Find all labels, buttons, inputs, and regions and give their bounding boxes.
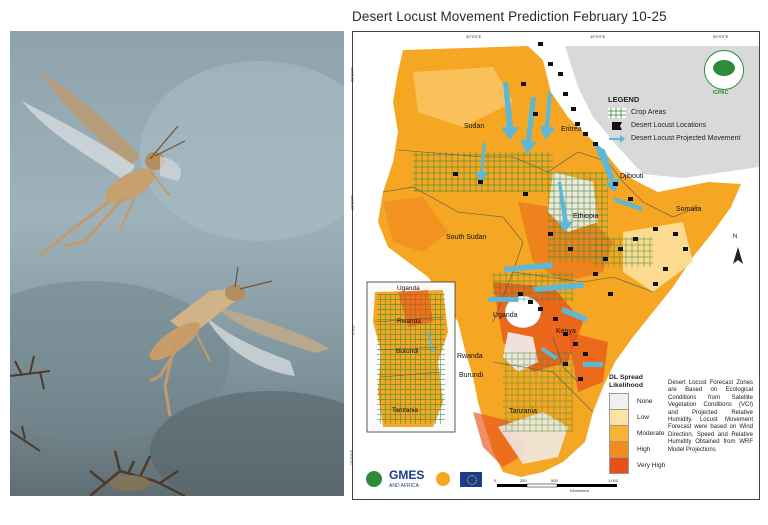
likelihood-none: None — [609, 392, 665, 410]
inset-map — [366, 281, 456, 433]
scale-1000: 1,000 — [608, 478, 619, 483]
label-somalia: Somalia — [676, 206, 702, 213]
coord-top-40e: 40°0'0"E — [590, 34, 606, 39]
coord-top-30e: 30°0'0"E — [466, 34, 482, 39]
eu-flag-icon — [460, 472, 482, 487]
desert-locust-locations — [453, 42, 688, 381]
projected-movement-arrows — [475, 82, 643, 367]
label-tanzania: Tanzania — [509, 408, 538, 415]
likelihood-high: High — [609, 440, 665, 458]
locust-2 — [149, 266, 330, 417]
label-ethiopia: Ethiopia — [573, 213, 599, 220]
gmes-logo: GMES — [389, 468, 425, 482]
scale-250: 250 — [520, 478, 527, 483]
au-logo-icon — [366, 471, 382, 487]
scale-bar — [497, 483, 617, 488]
scale-units: Kilometers — [570, 488, 589, 493]
legend-item-crop: Crop Areas — [608, 108, 741, 118]
partner-logo-icon — [436, 472, 450, 486]
icpac-label: ICPAC — [713, 90, 729, 96]
coord-left-10s: 10°0'0"S — [349, 449, 355, 466]
likelihood-low: Low — [609, 408, 665, 426]
inset-label-burundi: Burundi — [396, 348, 419, 355]
legend-item-movement: Desert Locust Projected Movement — [608, 134, 741, 144]
label-uganda: Uganda — [493, 312, 518, 319]
locust-1 — [22, 71, 186, 258]
locust-location-flag-icon — [612, 122, 622, 130]
label-eritrea: Eritrea — [561, 126, 582, 133]
thorn-branch-left — [10, 355, 51, 452]
label-djibouti: Djibouti — [620, 173, 644, 180]
likelihood-very-high: Very High — [609, 456, 665, 474]
map-title: Desert Locust Movement Prediction Februa… — [352, 9, 667, 24]
scale-500: 500 — [551, 478, 558, 483]
icpac-logo-icon — [704, 50, 744, 90]
crop-areas-swatch-icon — [608, 108, 626, 118]
gmes-sub: AND AFRICA — [389, 483, 420, 489]
coord-top-50e: 50°0'0"E — [713, 34, 729, 39]
forecast-note: Desert Locust Forecast Zones are Based o… — [668, 380, 753, 453]
scale-0: 0 — [494, 478, 497, 483]
label-kenya: Kenya — [556, 328, 576, 335]
inset-label-rwanda: Rwanda — [397, 318, 421, 325]
likelihood-title: DL Spread Likelihood — [609, 374, 643, 389]
north-label: N — [733, 234, 738, 240]
inset-label-tanzania: Tanzania — [392, 407, 419, 414]
legend-title: LEGEND — [608, 95, 640, 104]
label-sudan: Sudan — [464, 123, 485, 130]
projected-movement-arrow-icon — [609, 135, 625, 143]
label-burundi: Burundi — [459, 372, 484, 379]
coord-left-10n: 10°0'0"N — [349, 194, 355, 211]
likelihood-legend: DL Spread Likelihood None Low Moderate H… — [609, 374, 665, 474]
inset-label-uganda: Uganda — [397, 285, 420, 292]
coord-left-20n: 20°0'0"N — [349, 66, 355, 83]
map-frame — [352, 31, 760, 500]
legend: LEGEND Crop Areas Desert Locust Location… — [608, 95, 741, 147]
likelihood-moderate: Moderate — [609, 424, 665, 442]
north-arrow-icon — [733, 247, 743, 264]
coord-left-0: 0°0'0" — [350, 324, 356, 335]
legend-item-locations: Desert Locust Locations — [608, 121, 741, 131]
locust-photo — [10, 31, 344, 496]
label-rwanda: Rwanda — [457, 353, 483, 360]
label-south-sudan: South Sudan — [446, 234, 487, 241]
